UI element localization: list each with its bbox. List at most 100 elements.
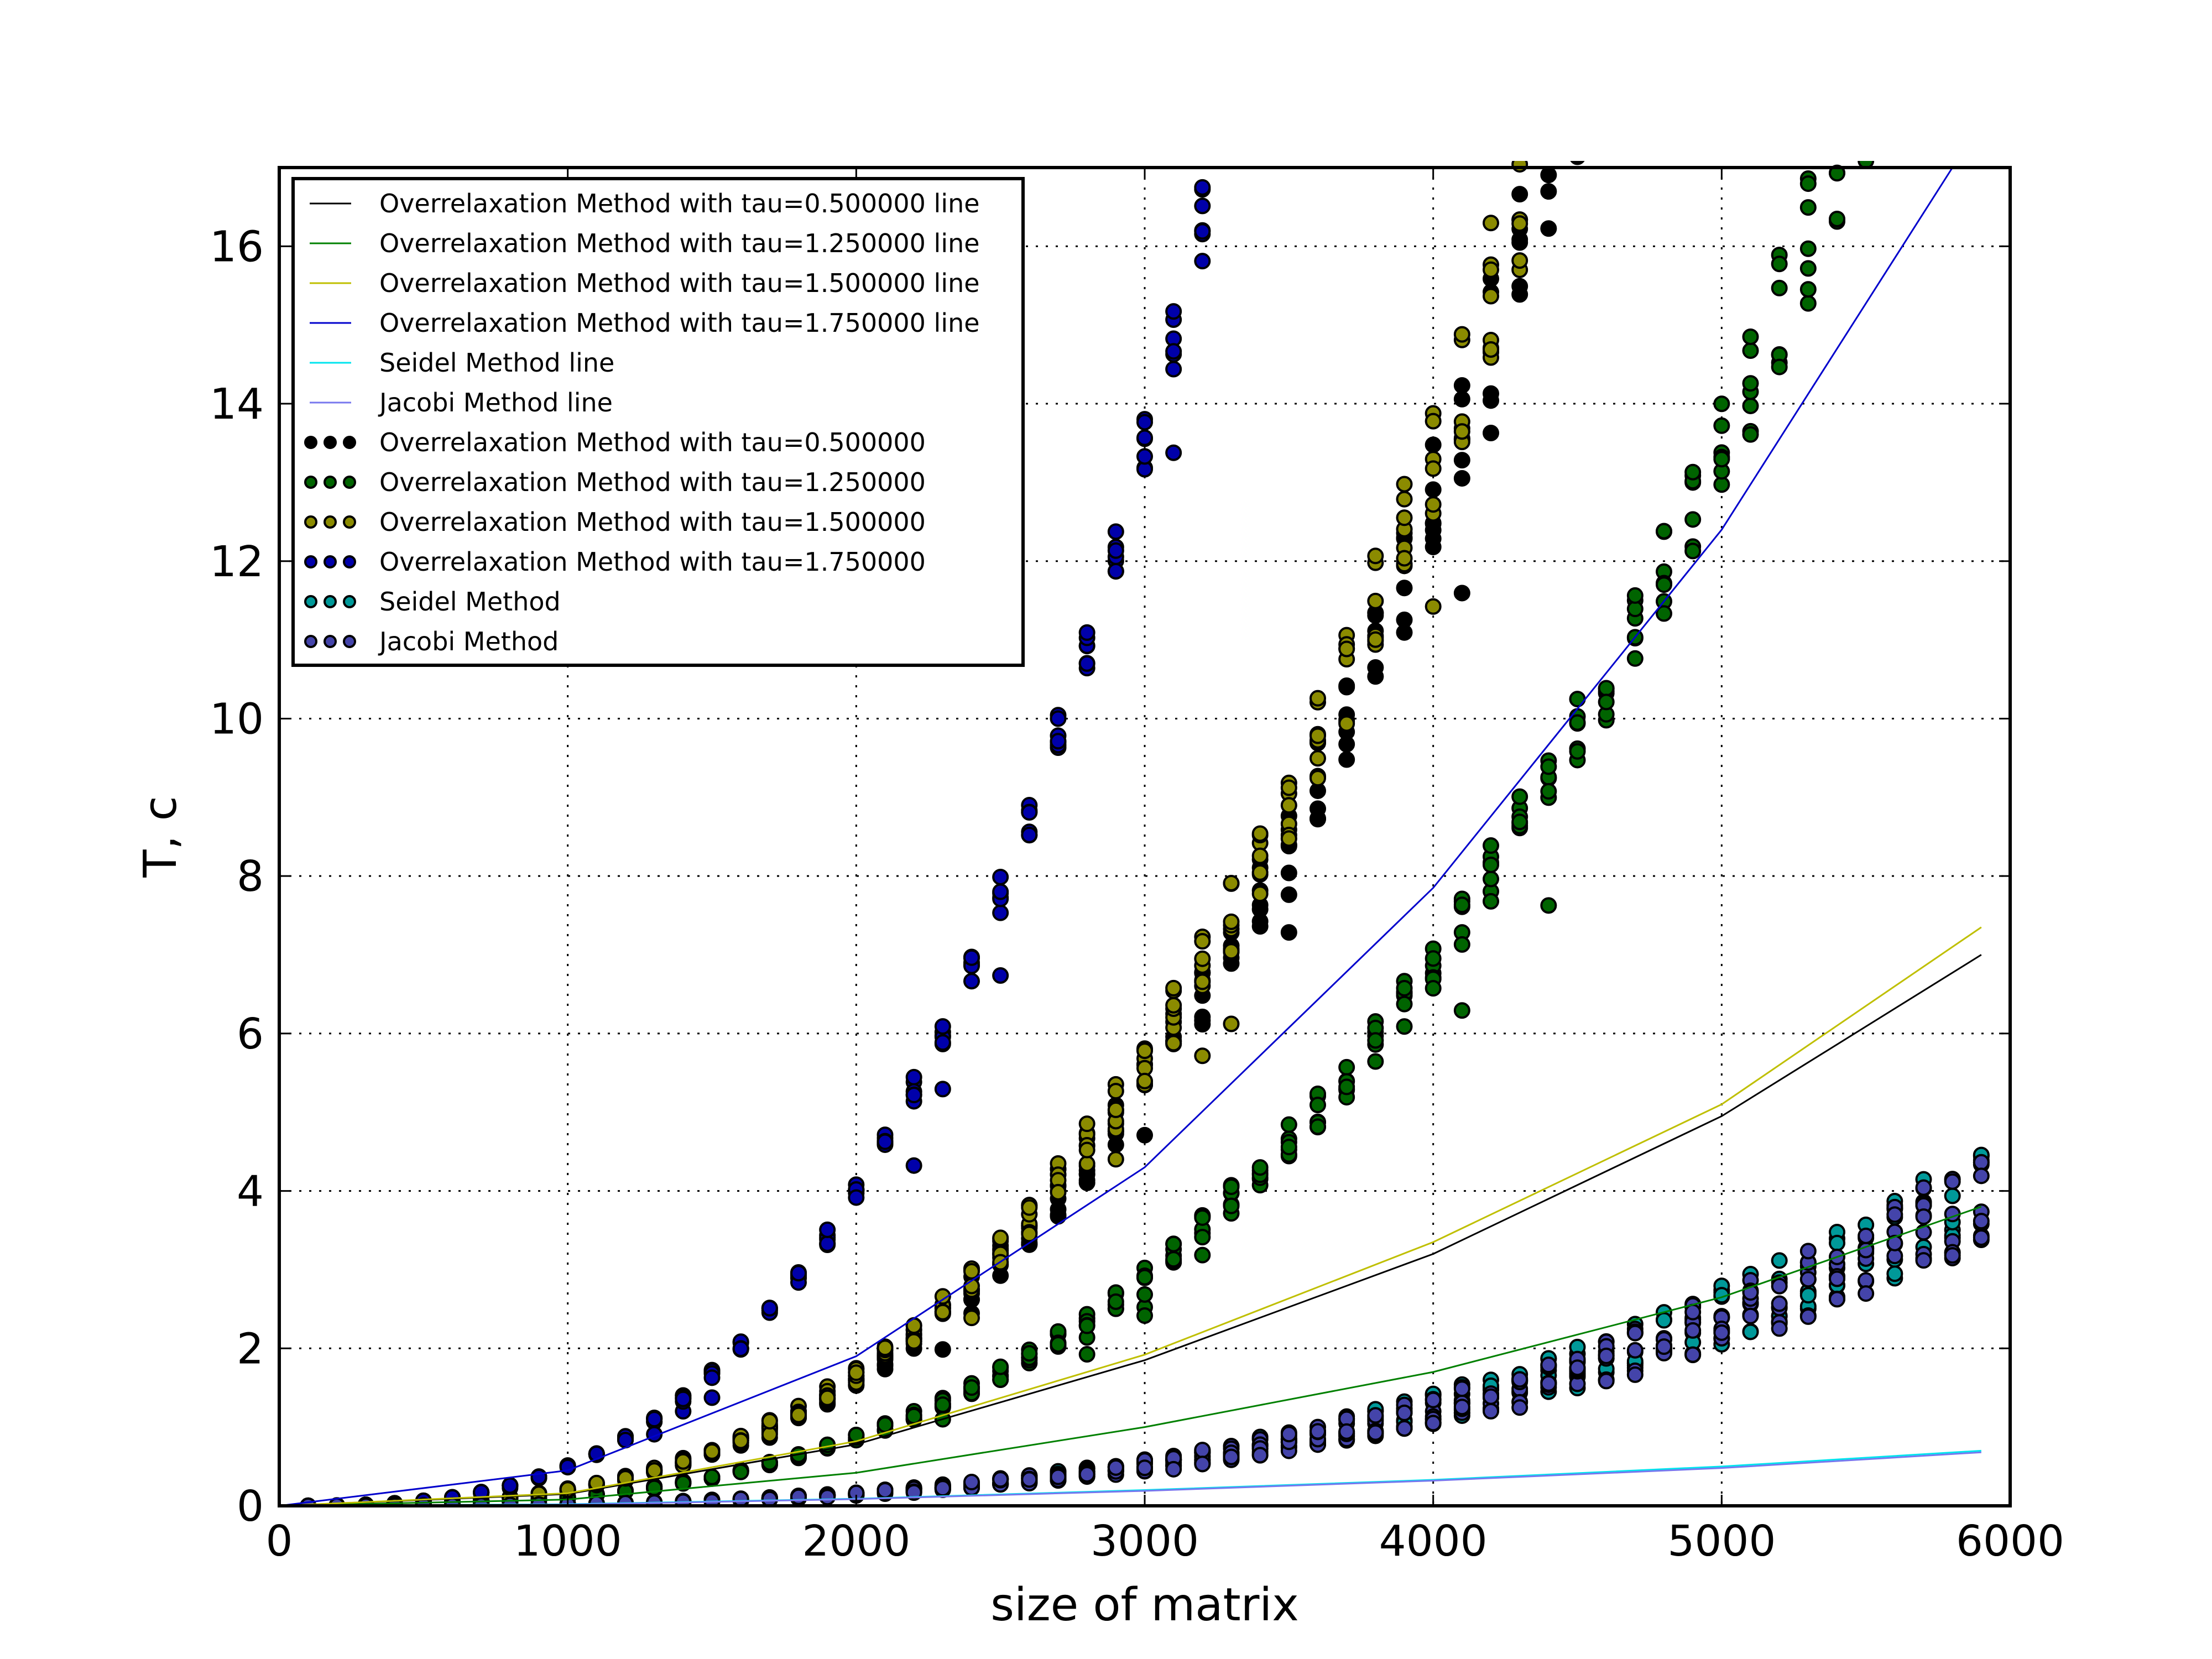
- data-point: [1107, 1083, 1124, 1100]
- data-point: [1944, 1187, 1961, 1204]
- data-point: [502, 1477, 519, 1494]
- data-point: [992, 1471, 1009, 1488]
- data-point: [992, 1229, 1009, 1246]
- data-point: [1396, 580, 1413, 597]
- data-point: [1483, 870, 1499, 888]
- x-tick-label: 1000: [514, 1517, 622, 1566]
- data-point: [1799, 175, 1817, 192]
- data-point: [1136, 414, 1153, 431]
- data-point: [1280, 924, 1297, 941]
- data-point: [1050, 1335, 1067, 1353]
- data-point: [1684, 1322, 1702, 1339]
- data-point: [1511, 1371, 1528, 1388]
- data-point: [1829, 1270, 1845, 1287]
- data-point: [1280, 779, 1297, 796]
- data-point: [1713, 1324, 1730, 1341]
- data-point: [1713, 451, 1730, 468]
- legend-entry-label: Jacobi Method: [378, 627, 559, 656]
- data-point: [992, 1358, 1009, 1375]
- data-point: [1540, 220, 1557, 237]
- data-point: [1396, 995, 1413, 1013]
- data-point: [1050, 1201, 1067, 1218]
- data-point: [934, 1018, 951, 1035]
- data-point: [732, 1463, 749, 1480]
- data-point: [1684, 542, 1702, 560]
- data-point: [1223, 1015, 1240, 1032]
- data-point: [1425, 530, 1442, 547]
- y-tick-label: 2: [237, 1324, 264, 1374]
- data-point: [675, 1474, 692, 1491]
- data-point: [1684, 511, 1702, 528]
- x-tick-label: 6000: [1956, 1517, 2064, 1566]
- data-point: [1078, 1115, 1095, 1133]
- data-point: [1310, 727, 1326, 744]
- data-point: [1829, 211, 1845, 228]
- data-point: [646, 1411, 663, 1428]
- legend-marker-swatch: [304, 515, 317, 529]
- data-point: [1396, 624, 1413, 641]
- data-point: [1367, 631, 1384, 648]
- data-point: [1569, 1359, 1586, 1376]
- data-point: [1656, 523, 1672, 540]
- x-tick-label: 5000: [1667, 1517, 1776, 1566]
- data-point: [1973, 1213, 1990, 1230]
- data-point: [1367, 607, 1384, 624]
- data-point: [1540, 897, 1557, 914]
- data-point: [819, 1489, 836, 1506]
- data-point: [530, 1468, 547, 1485]
- data-point: [1742, 328, 1759, 345]
- data-point: [703, 1389, 721, 1406]
- data-point: [761, 1412, 778, 1430]
- data-point: [1280, 797, 1297, 814]
- data-point: [1915, 1179, 1932, 1196]
- data-point: [1453, 936, 1470, 953]
- data-point: [1251, 1159, 1269, 1176]
- data-point: [1194, 1455, 1211, 1473]
- data-point: [1078, 1141, 1095, 1159]
- data-point: [877, 1481, 894, 1499]
- legend-entry-label: Overrelaxation Method with tau=1.500000: [379, 507, 926, 537]
- data-point: [1425, 598, 1442, 615]
- data-point: [1771, 358, 1788, 375]
- data-point: [1396, 476, 1413, 493]
- data-point: [963, 1474, 980, 1491]
- data-point: [703, 1443, 721, 1460]
- data-point: [877, 1339, 894, 1357]
- data-point: [1194, 179, 1211, 196]
- y-tick-label: 16: [210, 222, 264, 272]
- data-point: [1425, 1415, 1442, 1432]
- legend-entry-label: Jacobi Method line: [378, 388, 613, 418]
- data-point: [1280, 886, 1297, 903]
- data-point: [1107, 1151, 1124, 1168]
- legend-marker-swatch: [324, 515, 337, 529]
- data-point: [703, 1468, 721, 1485]
- legend-marker-swatch: [324, 555, 337, 568]
- data-point: [1367, 1053, 1384, 1070]
- data-point: [877, 1133, 894, 1150]
- data-point: [1886, 1234, 1903, 1251]
- data-point: [934, 1288, 951, 1305]
- data-point: [1425, 460, 1442, 477]
- data-point: [1973, 1154, 1990, 1171]
- data-point: [1223, 1197, 1240, 1214]
- data-point: [1338, 735, 1355, 753]
- data-point: [1338, 640, 1355, 658]
- data-point: [1021, 1225, 1038, 1243]
- data-point: [963, 949, 980, 966]
- data-point: [848, 1364, 865, 1381]
- x-tick-label: 3000: [1091, 1517, 1199, 1566]
- data-point: [1483, 215, 1499, 232]
- data-point: [1107, 1459, 1124, 1476]
- legend-marker-swatch: [304, 436, 317, 449]
- data-point: [1396, 1420, 1413, 1437]
- data-point: [1338, 1058, 1355, 1076]
- data-point: [1107, 562, 1124, 580]
- data-point: [992, 868, 1009, 885]
- data-point: [1656, 1312, 1672, 1329]
- data-point: [1251, 901, 1269, 918]
- data-point: [1107, 523, 1124, 540]
- x-axis-label: size of matrix: [990, 1579, 1298, 1631]
- data-point: [934, 1480, 951, 1497]
- legend-entry-label: Overrelaxation Method with tau=1.250000 …: [379, 228, 980, 258]
